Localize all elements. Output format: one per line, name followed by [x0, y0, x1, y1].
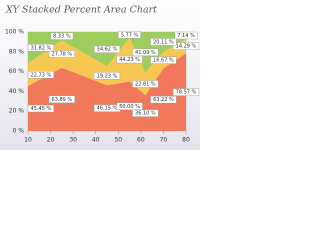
x-tick-label: 80	[182, 137, 190, 144]
y-tick-label: 100 %	[5, 29, 24, 36]
data-label-box	[48, 95, 75, 104]
page: XY Stacked Percent Area Chart 0 % 20 % 40 …	[0, 0, 200, 150]
data-label-box	[48, 50, 75, 58]
y-tick-label: 20 %	[9, 108, 25, 115]
data-label-box	[27, 44, 54, 52]
data-label: 16.67 %	[153, 58, 174, 64]
data-label: 36.10 %	[135, 111, 156, 117]
x-tick-label: 70	[160, 137, 168, 144]
data-label: 41.09 %	[135, 50, 156, 56]
data-label: 20.11 %	[153, 39, 174, 45]
y-tick-label: 40 %	[9, 88, 25, 95]
data-label-box	[93, 45, 121, 53]
data-label: 78.57 %	[176, 90, 197, 96]
data-label: 63.22 %	[153, 97, 174, 103]
data-label-box	[132, 48, 159, 57]
data-label-box	[150, 56, 177, 64]
data-label: 31.82 %	[31, 45, 52, 51]
x-tick-label: 50	[114, 137, 122, 144]
data-label: 44.23 %	[119, 57, 140, 63]
y-tick-label: 60 %	[9, 68, 25, 75]
data-label-box	[132, 80, 159, 88]
data-label: 22.81 %	[135, 81, 156, 87]
data-label: 7.14 %	[177, 33, 195, 39]
data-label: 34.62 %	[97, 47, 118, 53]
data-label-box	[116, 102, 143, 110]
chart-title: XY Stacked Percent Area Chart	[5, 5, 157, 16]
data-label-box	[132, 109, 159, 117]
chart: XY Stacked Percent Area Chart 0 % 20 % 40 …	[0, 0, 200, 150]
data-label: 45.45 %	[31, 106, 52, 112]
data-label-box	[150, 96, 177, 104]
data-label-box	[150, 38, 177, 46]
data-label-box	[27, 71, 54, 79]
data-label: 8.33 %	[53, 34, 71, 40]
data-label: 27.78 %	[52, 51, 73, 57]
y-tick-label: 0 %	[13, 128, 25, 135]
data-label-box	[116, 55, 143, 64]
data-label: 19.23 %	[97, 73, 118, 79]
data-label: 14.29 %	[176, 44, 197, 50]
data-label-box	[50, 32, 74, 40]
data-label: 63.89 %	[52, 97, 73, 103]
data-label: 22.73 %	[31, 72, 52, 78]
x-tick-label: 40	[92, 137, 100, 144]
data-label-box	[174, 31, 198, 40]
data-label-box	[172, 88, 200, 96]
data-label: 50.00 %	[119, 104, 140, 110]
data-label-box	[27, 104, 54, 113]
y-tick-label: 80 %	[9, 48, 25, 55]
x-tick-label: 10	[24, 137, 32, 144]
x-tick-label: 60	[137, 137, 145, 144]
x-tick-label: 20	[47, 137, 55, 144]
data-label: 5.77 %	[121, 32, 139, 38]
data-label-box	[118, 31, 141, 39]
data-label: 46.15 %	[97, 106, 118, 112]
data-label-box	[172, 42, 200, 50]
data-label-box	[93, 72, 121, 80]
x-tick-label: 30	[69, 137, 77, 144]
